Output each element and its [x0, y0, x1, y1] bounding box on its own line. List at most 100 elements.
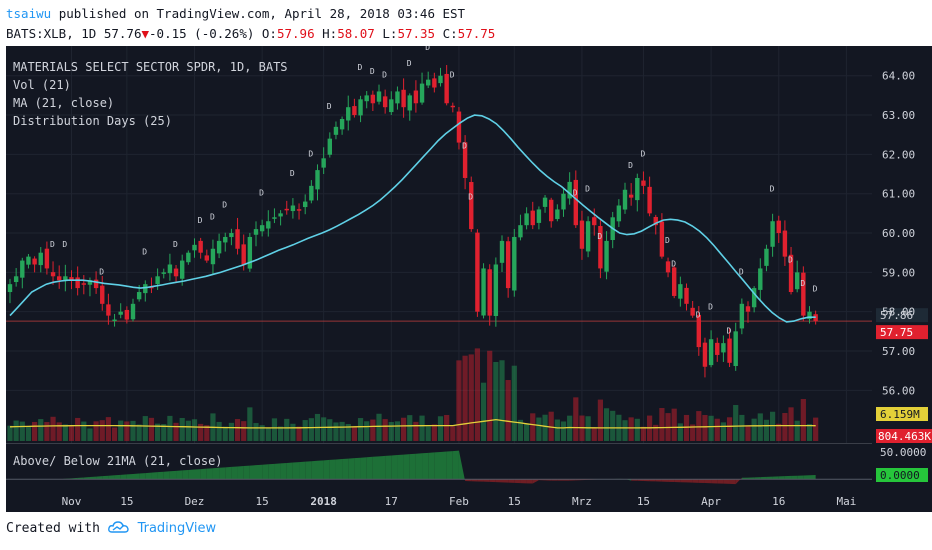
oscillator-area	[520, 479, 527, 484]
open-value: 57.96	[276, 26, 315, 41]
oscillator-area	[157, 471, 164, 480]
candle-body	[401, 89, 406, 108]
candle-body	[444, 73, 449, 104]
candle-body	[641, 180, 646, 186]
candle-body	[57, 276, 62, 281]
volume-bar	[234, 419, 241, 441]
candle-body	[75, 277, 80, 289]
distribution-day-marker: D	[173, 240, 178, 249]
volume-bar	[118, 420, 124, 441]
distribution-day-marker: D	[210, 212, 215, 221]
oscillator-area	[176, 470, 183, 480]
distribution-day-marker: D	[99, 267, 104, 276]
oscillator-area	[674, 479, 681, 483]
oscillator-area	[791, 475, 798, 480]
volume-bar	[228, 422, 234, 441]
candle-body	[284, 208, 289, 211]
volume-bar	[653, 424, 659, 441]
volume-bar	[204, 425, 210, 441]
oscillator-label[interactable]: Above/ Below 21MA (21, close)	[13, 454, 223, 468]
candle-body	[635, 177, 640, 201]
time-tick-label: Mrz	[572, 495, 592, 508]
candle-body	[678, 284, 683, 299]
volume-bar	[776, 423, 782, 441]
time-tick-label: 15	[120, 495, 133, 508]
time-tick-label: 2018	[310, 495, 337, 508]
author-link[interactable]: tsaiwu	[6, 6, 52, 21]
osc-value-badge	[876, 468, 928, 482]
oscillator-area	[809, 474, 816, 480]
price-axis-svg[interactable]: 50.0000 0.0000 57.86 57.75 6.159M 804.46…	[872, 46, 932, 490]
candle-body	[382, 96, 388, 108]
oscillator-area	[502, 479, 509, 483]
oscillator-area	[360, 457, 367, 480]
volume-bar	[302, 420, 308, 441]
oscillator-area	[372, 456, 379, 480]
time-tick-label: Dez	[185, 495, 205, 508]
time-axis-svg[interactable]: Nov 15 Dez 15 2018 17 Feb 15 Mrz 15 Apr 16 Mai	[6, 490, 932, 512]
candle-body	[659, 221, 665, 257]
candle-body	[333, 126, 339, 135]
price-axis[interactable]: 50.0000 0.0000 57.86 57.75 6.159M 804.46…	[872, 46, 932, 490]
candle-body	[542, 197, 548, 207]
volume-bar	[585, 416, 591, 441]
created-with-text: Created with	[6, 521, 100, 536]
oscillator-area	[108, 475, 115, 480]
oscillator-area	[348, 458, 355, 480]
volume-bar	[401, 417, 407, 441]
tradingview-link[interactable]: TradingView	[137, 521, 217, 536]
candle-body	[708, 339, 714, 366]
oscillator-area	[495, 479, 502, 483]
candle-body	[136, 292, 142, 300]
oscillator-area	[440, 451, 447, 480]
volume-bar	[419, 415, 425, 441]
volume-bar	[431, 424, 437, 441]
candle-body	[296, 209, 302, 211]
price-chart-svg[interactable]: DDDDDDDDDDDDDDDDDDDDDDDDDDDDDDDDDDDD	[6, 39, 872, 443]
candle-body	[702, 342, 708, 367]
legend-volume[interactable]: Vol (21)	[13, 78, 71, 92]
candle-body	[795, 272, 800, 290]
oscillator-area	[286, 462, 293, 480]
volume-bar	[499, 360, 505, 441]
oscillator-area	[225, 466, 232, 480]
distribution-day-marker: D	[327, 102, 332, 111]
down-arrow-icon: ▼	[141, 26, 150, 41]
volume-bar	[111, 427, 118, 441]
volume-bar	[382, 419, 388, 441]
candle-body	[672, 267, 677, 296]
candle-body	[782, 230, 788, 257]
price-change: -0.15 (-0.26%)	[149, 26, 255, 41]
volume-bar	[56, 422, 62, 441]
candle-body	[690, 307, 695, 316]
oscillator-area	[508, 479, 515, 483]
volume-bar	[437, 416, 444, 441]
oscillator-area	[723, 479, 730, 484]
price-tick-label: 58.00	[882, 306, 915, 319]
oscillator-svg[interactable]	[6, 444, 872, 490]
volume-bar	[357, 418, 364, 441]
volume-bar	[81, 421, 87, 441]
volume-bar	[413, 421, 419, 441]
symbol-label[interactable]: BATS:XLB, 1D	[6, 26, 97, 41]
volume-bar	[259, 425, 265, 441]
volume-bar	[560, 421, 567, 441]
legend-ma[interactable]: MA (21, close)	[13, 96, 115, 110]
oscillator-area	[649, 479, 656, 482]
oscillator-pane[interactable]: Above/ Below 21MA (21, close)	[6, 443, 872, 490]
candle-body	[493, 264, 499, 317]
oscillator-area	[729, 479, 736, 485]
oscillator-area	[489, 479, 496, 483]
volume-bar	[173, 422, 179, 441]
oscillator-area	[96, 476, 103, 480]
volume-bar	[271, 418, 278, 441]
volume-bar	[7, 425, 13, 441]
time-axis[interactable]: Nov 15 Dez 15 2018 17 Feb 15 Mrz 15 Apr 16 Mai	[6, 490, 932, 512]
volume-bar	[542, 414, 548, 441]
candle-body	[100, 285, 105, 304]
distribution-day-marker: D	[665, 236, 670, 245]
price-pane[interactable]: DDDDDDDDDDDDDDDDDDDDDDDDDDDDDDDDDDDD MAT…	[6, 39, 872, 443]
legend-distribution-days[interactable]: Distribution Days (25)	[13, 114, 172, 128]
tradingview-cloud-icon	[107, 521, 129, 533]
candle-body	[253, 229, 259, 235]
